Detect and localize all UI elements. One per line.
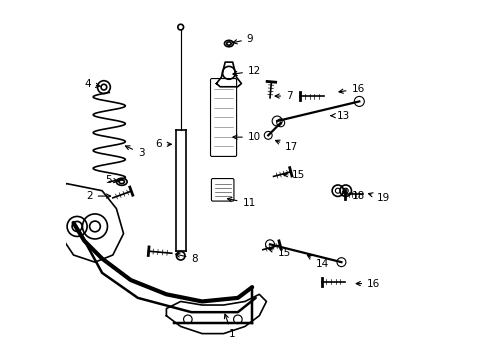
Text: 2: 2 bbox=[86, 191, 111, 201]
Text: 14: 14 bbox=[307, 255, 329, 269]
Text: 12: 12 bbox=[233, 66, 261, 76]
Text: 18: 18 bbox=[343, 191, 365, 201]
Text: 7: 7 bbox=[275, 91, 293, 101]
Text: 3: 3 bbox=[125, 146, 145, 158]
Text: 8: 8 bbox=[176, 253, 198, 264]
Text: 9: 9 bbox=[233, 34, 253, 44]
Text: 15: 15 bbox=[283, 170, 305, 180]
Text: 16: 16 bbox=[356, 279, 380, 289]
Text: 11: 11 bbox=[227, 198, 256, 208]
Text: 4: 4 bbox=[84, 78, 100, 89]
Text: 1: 1 bbox=[224, 314, 236, 339]
Text: 17: 17 bbox=[275, 140, 298, 152]
Text: 15: 15 bbox=[269, 248, 291, 258]
Text: 13: 13 bbox=[331, 111, 350, 121]
Text: 16: 16 bbox=[339, 84, 365, 94]
Text: 6: 6 bbox=[156, 139, 171, 149]
Text: 5: 5 bbox=[106, 175, 118, 185]
Text: 10: 10 bbox=[233, 132, 261, 142]
Text: 19: 19 bbox=[368, 193, 390, 203]
